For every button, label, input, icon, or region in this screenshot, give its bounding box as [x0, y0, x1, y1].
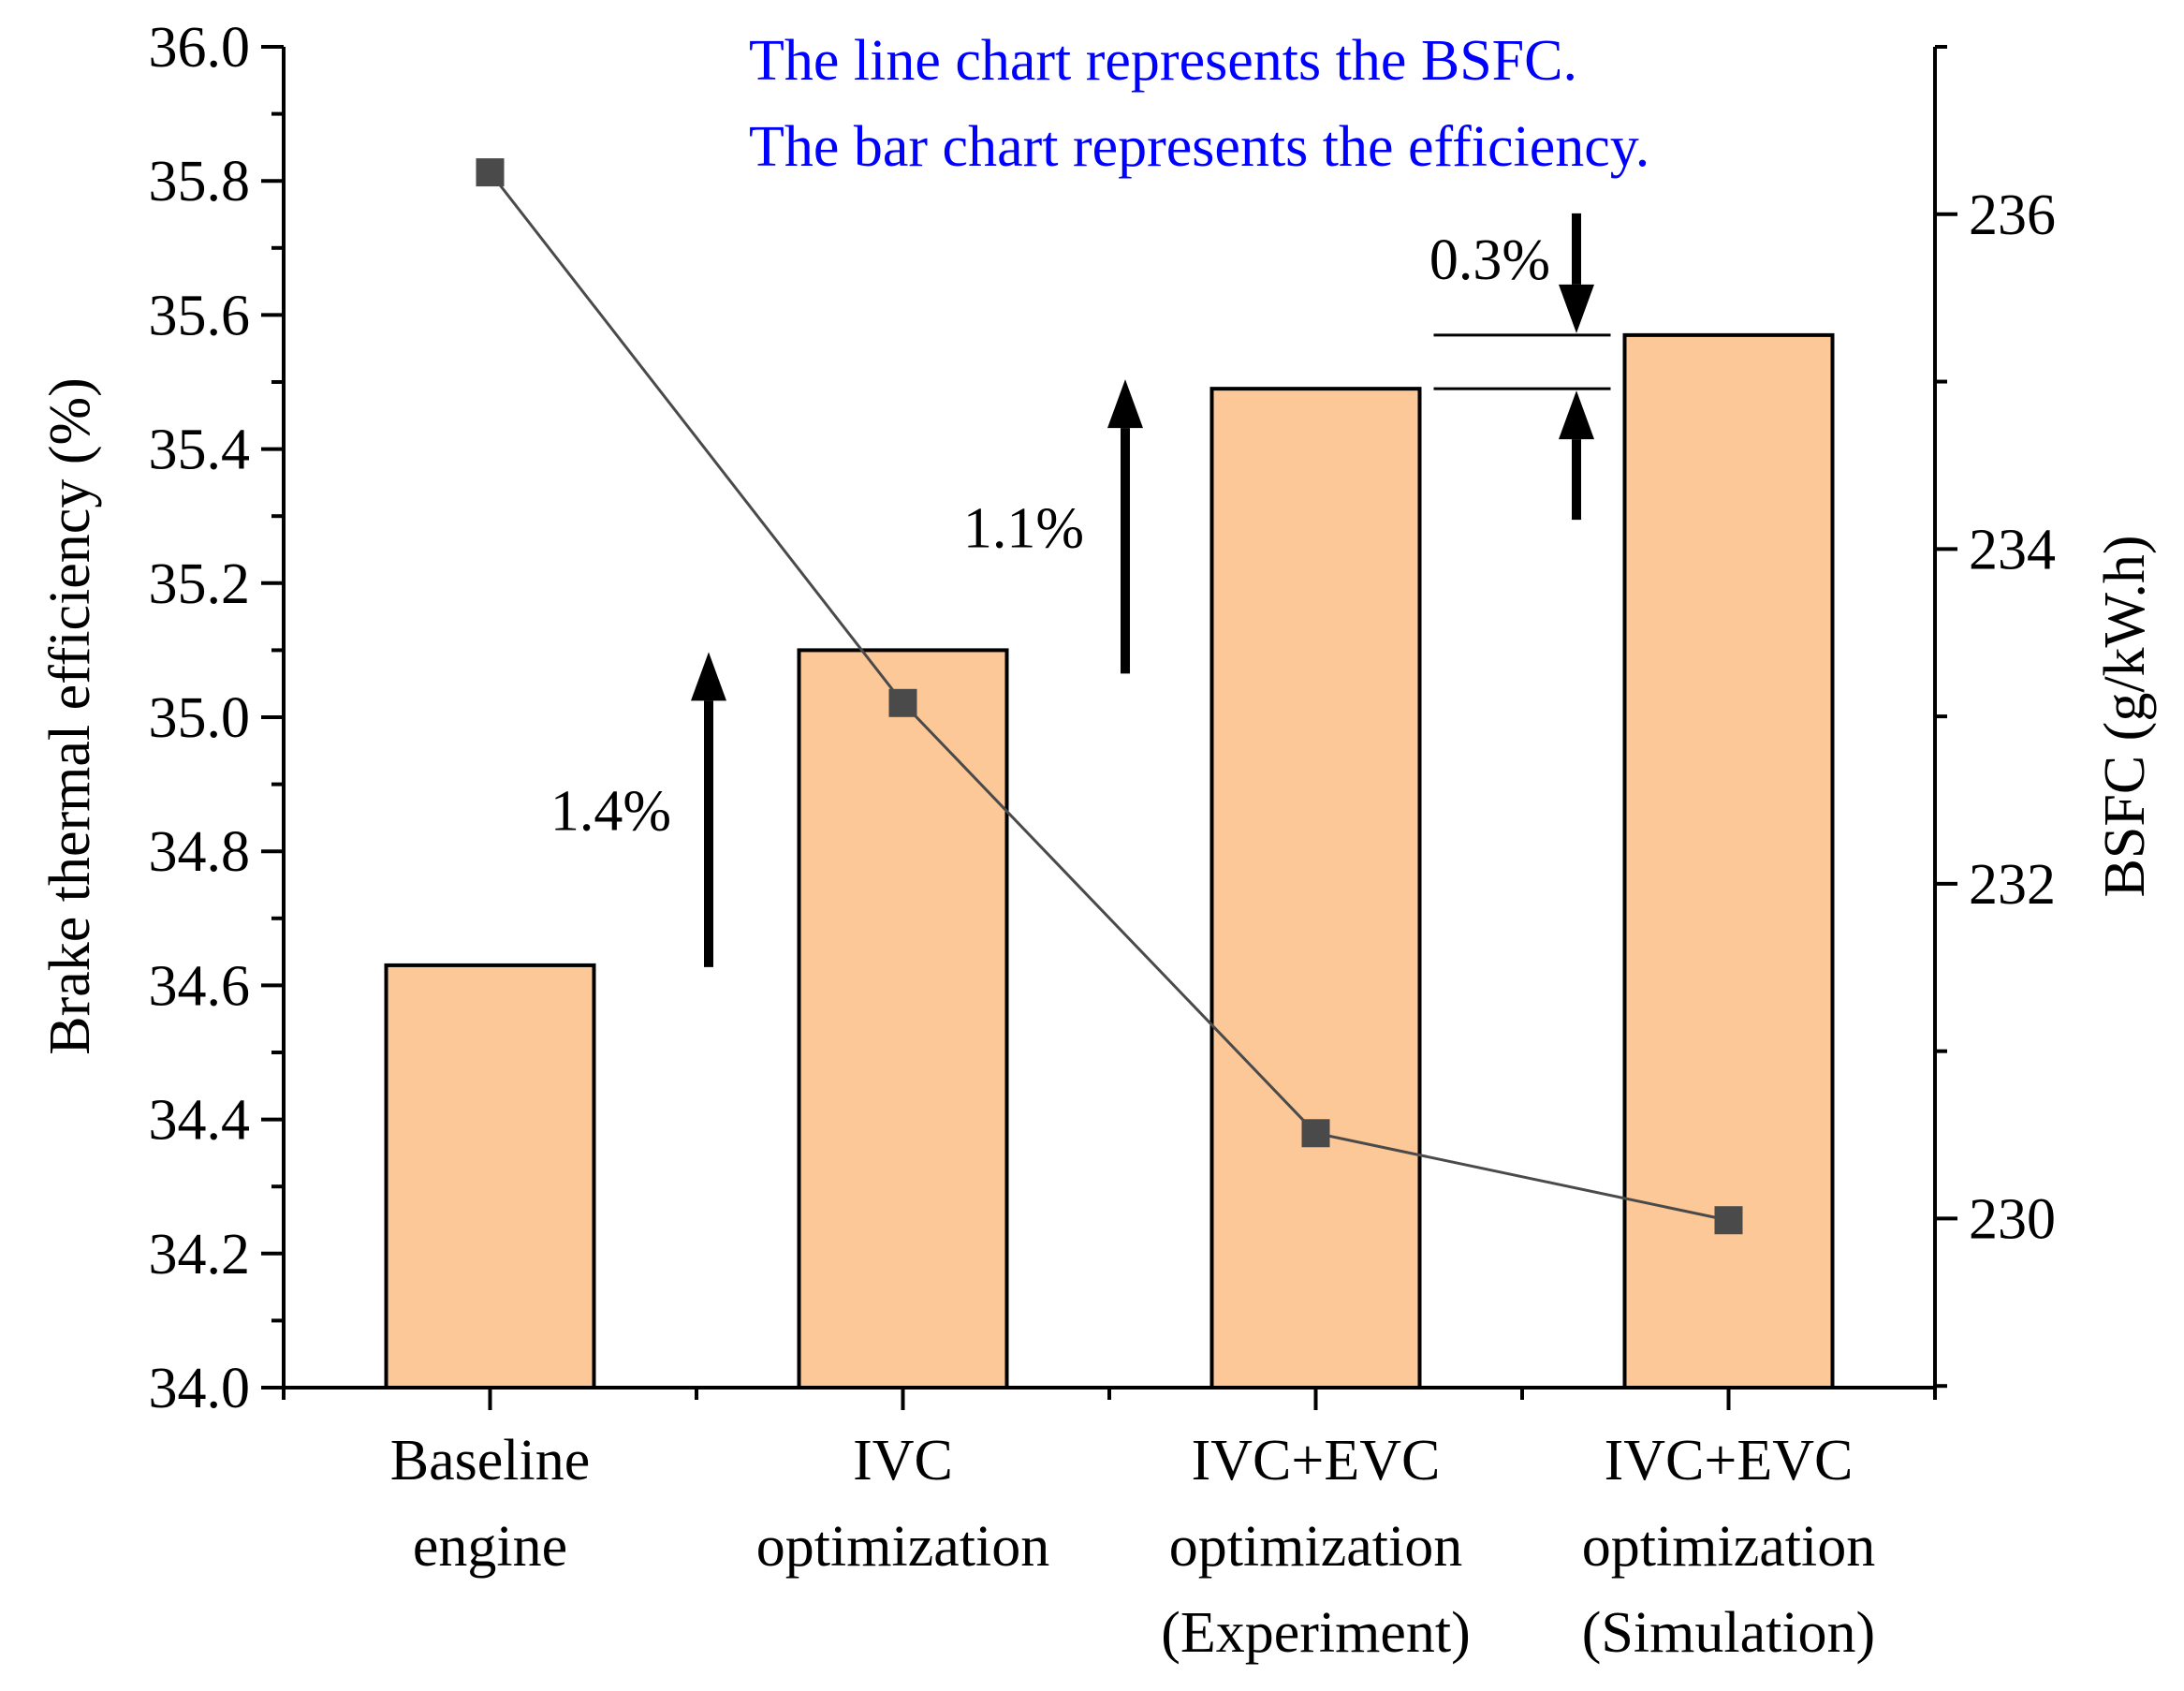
y-tick-label-6: 35.2	[149, 552, 251, 616]
y-tick-label-10: 36.0	[149, 16, 251, 80]
bar-1	[797, 648, 1009, 1390]
bsfc-line	[489, 171, 1729, 1222]
bsfc-point-1	[888, 688, 917, 717]
increase-label-0: 1.4%	[550, 780, 671, 844]
increase-arrow-1-head	[1107, 379, 1143, 429]
gap-arrow-up-head	[1559, 390, 1594, 440]
y-tick-label-9: 35.8	[149, 150, 251, 213]
y-tick-label-2: 34.4	[149, 1089, 251, 1153]
x-tick-label-0: Baseline engine	[390, 1429, 591, 1579]
bsfc-point-3	[1714, 1206, 1743, 1235]
x-tick-label-3: IVC+EVC optimization (Simulation)	[1582, 1429, 1875, 1665]
y-tick-label-1: 34.2	[149, 1223, 251, 1287]
note-line-chart: The line chart represents the BSFC.	[749, 29, 1577, 93]
y-tick-label-7: 35.4	[149, 419, 251, 482]
bar-2	[1209, 387, 1422, 1390]
bsfc-point-0	[476, 158, 505, 187]
x-tick-label-2: IVC+EVC optimization (Experiment)	[1161, 1429, 1471, 1665]
increase-arrow-0-head	[691, 652, 726, 701]
y-tick-label-8: 35.6	[149, 284, 251, 347]
y2-axis-title: BSFC (g/kW.h)	[2093, 535, 2157, 897]
note-bar-chart: The bar chart represents the efficiency.	[749, 115, 1649, 179]
y-axis-title: Brake thermal efficiency (%)	[38, 377, 102, 1055]
y-tick-label-0: 34.0	[149, 1357, 251, 1420]
x-tick-label-1: IVC optimization	[756, 1429, 1049, 1579]
y-tick-label-3: 34.6	[149, 954, 251, 1018]
gap-label: 0.3%	[1429, 228, 1550, 292]
bsfc-point-2	[1301, 1119, 1330, 1148]
y2-tick-label-236: 236	[1969, 184, 2056, 247]
y2-tick-label-234: 234	[1969, 518, 2056, 581]
gap-arrow-down-head	[1559, 284, 1594, 333]
y-tick-label-4: 34.8	[149, 820, 251, 884]
increase-label-1: 1.1%	[963, 496, 1084, 560]
bar-0	[384, 963, 596, 1390]
y2-tick-label-232: 232	[1969, 853, 2056, 917]
y-tick-label-5: 35.0	[149, 686, 251, 750]
y2-tick-label-230: 230	[1969, 1187, 2056, 1251]
